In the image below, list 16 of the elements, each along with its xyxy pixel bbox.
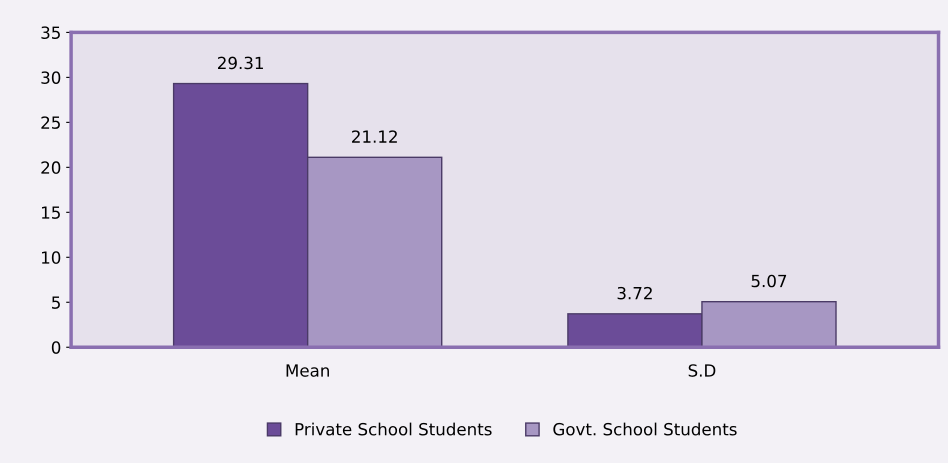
y-tick-label: 15 <box>42 206 60 219</box>
data-label: 3.72 <box>618 286 652 300</box>
y-tick-label: 35 <box>41 26 60 39</box>
y-tick-label: 30 <box>41 71 60 84</box>
data-label: 5.07 <box>752 274 786 288</box>
y-tick-label: 0 <box>52 341 60 354</box>
y-tick-label: 25 <box>41 116 60 129</box>
legend-label: Private School Students <box>296 422 492 436</box>
y-tick-label: 5 <box>52 296 60 309</box>
y-tick-label: 20 <box>41 161 60 174</box>
x-tick-label: S.D <box>688 364 716 377</box>
legend-label: Govt. School Students <box>553 422 737 436</box>
data-label: 21.12 <box>352 130 397 143</box>
y-tick-label: 10 <box>42 251 60 264</box>
data-label: 29.31 <box>218 56 263 70</box>
x-tick-label: Mean <box>286 364 329 377</box>
